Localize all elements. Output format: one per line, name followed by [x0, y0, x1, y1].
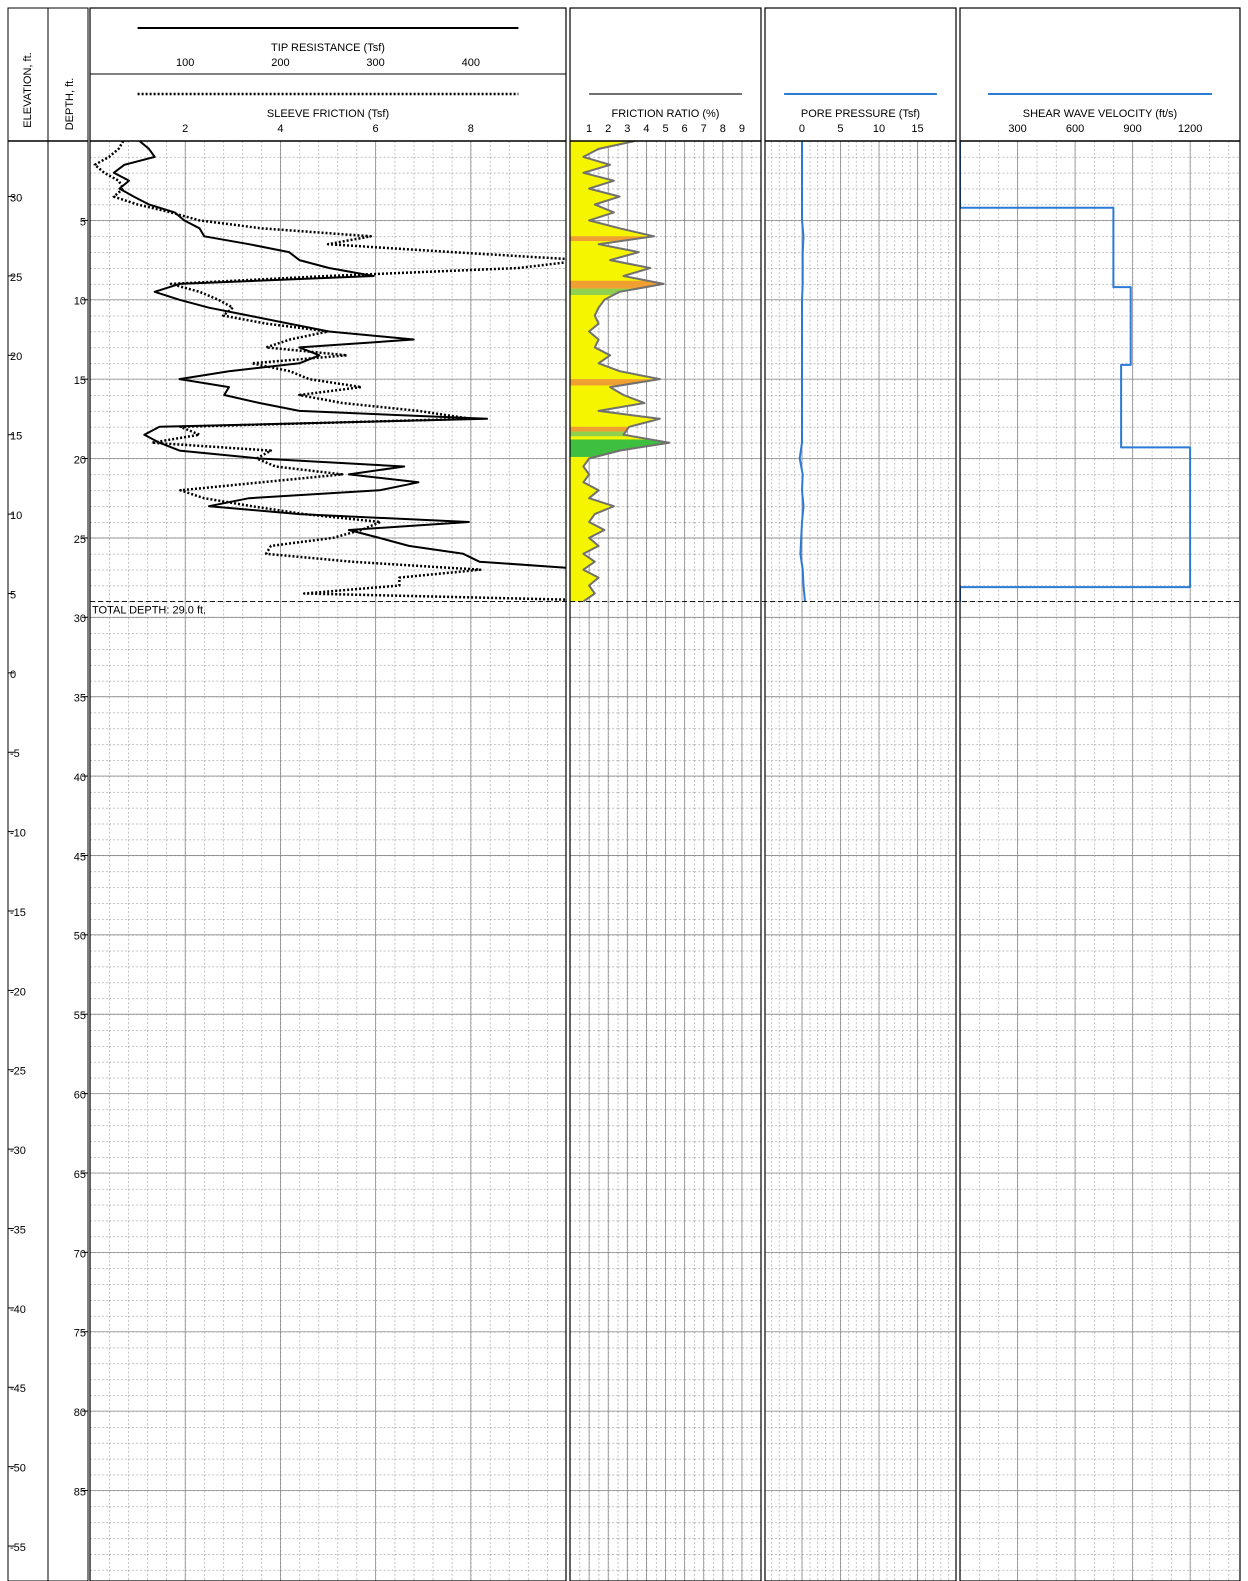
- x-tick-label: 4: [643, 123, 649, 135]
- elevation-tick-label: 25: [10, 272, 22, 284]
- depth-tick-label: 75: [74, 1328, 86, 1340]
- elevation-tick-label: 5: [10, 589, 16, 601]
- elevation-tick-label: -20: [10, 986, 26, 998]
- profile-line: [798, 141, 806, 602]
- elevation-tick-label: 0: [10, 669, 16, 681]
- x-tick-label: 10: [873, 123, 885, 135]
- depth-tick-label: 20: [74, 454, 86, 466]
- x-tick-label: 0: [799, 123, 805, 135]
- elevation-label: ELEVATION, ft.: [22, 52, 34, 127]
- track-frame: [89, 7, 567, 1581]
- track-frame: [569, 7, 762, 1581]
- x-tick-label: 9: [739, 123, 745, 135]
- x-tick-label: 100: [176, 57, 194, 69]
- elevation-tick-label: 30: [10, 192, 22, 204]
- depth-tick-label: 45: [74, 851, 86, 863]
- x-tick-label: 8: [468, 123, 474, 135]
- depth-tick-label: 5: [80, 216, 86, 228]
- x-tick-label: 300: [1008, 123, 1026, 135]
- x-tick-label: 600: [1066, 123, 1084, 135]
- soil-band: [570, 379, 670, 386]
- soil-band: [570, 426, 670, 432]
- depth-label: DEPTH, ft.: [64, 78, 76, 131]
- depth-tick-label: 55: [74, 1010, 86, 1022]
- x-tick-label: 7: [701, 123, 707, 135]
- elevation-tick-label: -50: [10, 1463, 26, 1475]
- total-depth-label: TOTAL DEPTH: 29.0 ft.: [92, 604, 206, 616]
- x-tick-label: 5: [837, 123, 843, 135]
- elevation-tick-label: -5: [10, 748, 20, 760]
- x-tick-label: 15: [911, 123, 923, 135]
- elevation-tick-label: -40: [10, 1304, 26, 1316]
- profile-line: [960, 141, 1192, 602]
- series-label: FRICTION RATIO (%): [612, 108, 720, 120]
- x-tick-label: 1200: [1178, 123, 1202, 135]
- x-tick-label: 1: [586, 123, 592, 135]
- x-tick-label: 2: [605, 123, 611, 135]
- elevation-tick-label: 15: [10, 431, 22, 443]
- elevation-tick-label: -15: [10, 907, 26, 919]
- series-label: SHEAR WAVE VELOCITY (ft/s): [1023, 108, 1177, 120]
- x-tick-label: 6: [682, 123, 688, 135]
- soil-band: [570, 236, 670, 242]
- minor-grid: [90, 141, 566, 1581]
- depth-tick-label: 85: [74, 1486, 86, 1498]
- elevation-tick-label: -35: [10, 1224, 26, 1236]
- x-tick-label: 5: [662, 123, 668, 135]
- elevation-tick-label: 10: [10, 510, 22, 522]
- depth-column: [47, 7, 89, 1581]
- depth-tick-label: 60: [74, 1089, 86, 1101]
- soil-band: [570, 280, 670, 289]
- elevation-tick-label: -25: [10, 1066, 26, 1078]
- x-tick-label: 200: [271, 57, 289, 69]
- soil-band: [570, 431, 670, 437]
- depth-tick-label: 15: [74, 375, 86, 387]
- elevation-tick-label: -55: [10, 1542, 26, 1554]
- track-frame: [764, 7, 957, 1581]
- depth-tick-label: 10: [74, 296, 86, 308]
- elevation-tick-label: -10: [10, 828, 26, 840]
- minor-grid: [960, 141, 1240, 1581]
- x-tick-label: 3: [624, 123, 630, 135]
- series-label: SLEEVE FRICTION (Tsf): [267, 108, 389, 120]
- elevation-tick-label: 20: [10, 351, 22, 363]
- x-tick-label: 400: [462, 57, 480, 69]
- depth-tick-label: 50: [74, 931, 86, 943]
- track-frame: [959, 7, 1241, 1581]
- x-tick-label: 8: [720, 123, 726, 135]
- x-tick-label: 300: [366, 57, 384, 69]
- depth-tick-label: 70: [74, 1248, 86, 1260]
- depth-tick-label: 65: [74, 1169, 86, 1181]
- series-label: TIP RESISTANCE (Tsf): [271, 42, 385, 54]
- depth-tick-label: 35: [74, 693, 86, 705]
- depth-tick-label: 25: [74, 534, 86, 546]
- series-label: PORE PRESSURE (Tsf): [801, 108, 920, 120]
- depth-tick-label: 30: [74, 613, 86, 625]
- depth-tick-label: 40: [74, 772, 86, 784]
- x-tick-label: 4: [277, 123, 283, 135]
- x-tick-label: 6: [373, 123, 379, 135]
- elevation-tick-label: -30: [10, 1145, 26, 1157]
- x-tick-label: 2: [182, 123, 188, 135]
- minor-grid: [765, 141, 956, 1581]
- depth-tick-label: 80: [74, 1407, 86, 1419]
- profile-line: [112, 141, 566, 569]
- elevation-tick-label: -45: [10, 1383, 26, 1395]
- x-tick-label: 900: [1123, 123, 1141, 135]
- profile-line: [582, 141, 671, 603]
